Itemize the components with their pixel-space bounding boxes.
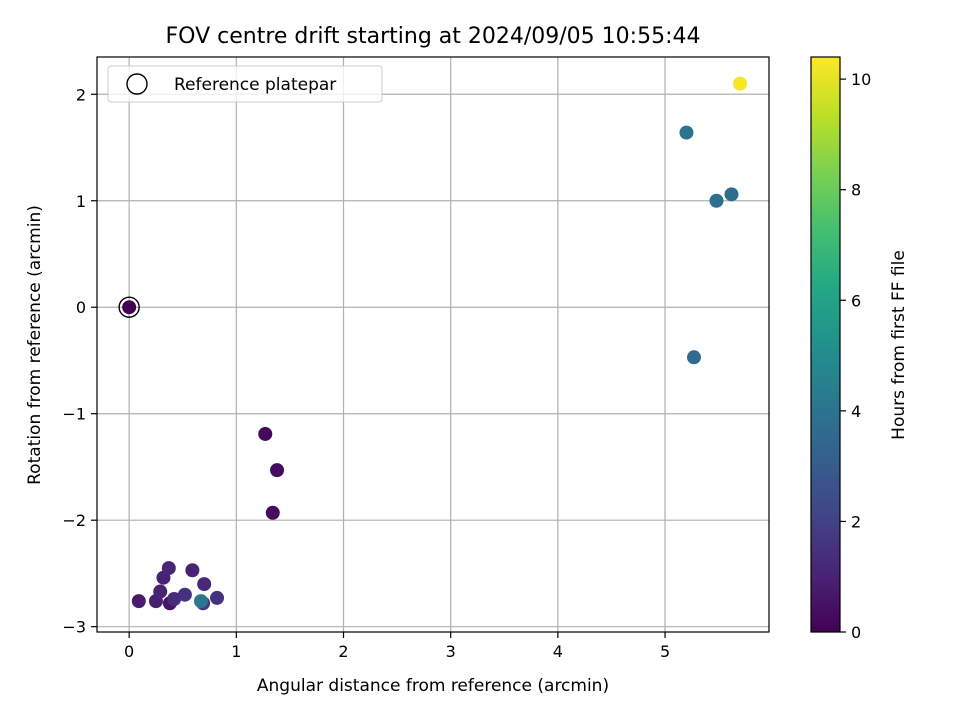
scatter-point	[177, 587, 192, 602]
colorbar-tick-label: 4	[851, 402, 861, 421]
x-tick-label: 3	[446, 642, 456, 661]
colorbar-tick-label: 10	[851, 70, 871, 89]
colorbar-ticks: 0 2 4 6 8 10	[840, 70, 871, 642]
colorbar-tick-label: 2	[851, 512, 861, 531]
scatter-point	[161, 561, 176, 576]
legend: Reference platepar	[107, 65, 383, 103]
reference-marker-group	[118, 296, 140, 318]
x-tick-label: 1	[231, 642, 241, 661]
scatter-point	[686, 350, 701, 365]
y-axis-ticks: −3 −2 −1 0 1 2	[62, 85, 97, 637]
grid	[97, 57, 769, 632]
scatter-point	[210, 590, 225, 605]
colorbar-tick-label: 6	[851, 291, 861, 310]
scatter-point	[185, 563, 200, 578]
x-tick-label: 4	[553, 642, 563, 661]
x-tick-label: 0	[124, 642, 134, 661]
y-tick-label: 0	[76, 298, 86, 317]
x-axis-ticks: 0 1 2 3 4 5	[124, 632, 670, 661]
scatter-point	[122, 300, 137, 315]
y-tick-label: −2	[62, 511, 86, 530]
y-tick-label: −1	[62, 405, 86, 424]
colorbar-label: Hours from first FF file	[889, 250, 909, 440]
scatter-point	[265, 505, 280, 520]
scatter-point	[258, 426, 273, 441]
reference-platepar-marker	[118, 296, 140, 318]
colorbar-frame	[810, 56, 841, 633]
y-tick-label: 1	[76, 192, 86, 211]
colorbar-gradient	[811, 57, 840, 632]
legend-open-circle-icon	[126, 73, 148, 95]
scatter-point	[153, 584, 168, 599]
scatter-point	[270, 463, 285, 478]
x-axis-label: Angular distance from reference (arcmin)	[257, 676, 609, 696]
y-axis-label: Rotation from reference (arcmin)	[25, 205, 45, 485]
scatter-point	[193, 594, 208, 609]
chart-title: FOV centre drift starting at 2024/09/05 …	[166, 24, 701, 49]
legend-box	[107, 65, 383, 103]
scatter-point	[724, 187, 739, 202]
colorbar-tick-label: 8	[851, 181, 861, 200]
x-tick-label: 2	[338, 642, 348, 661]
colorbar-tick-label: 0	[851, 623, 861, 642]
colorbar: 0 2 4 6 8 10 Hours from first FF file	[810, 56, 909, 642]
scatter-point	[131, 594, 146, 609]
scatter-point	[733, 76, 748, 91]
x-tick-label: 5	[660, 642, 670, 661]
scatter-point	[197, 577, 212, 592]
plot-area: 0 1 2 3 4 5 −3 −2 −1 0 1 2	[62, 56, 770, 661]
scatter-point	[167, 591, 182, 606]
data-points	[122, 76, 748, 611]
legend-entry-label: Reference platepar	[174, 75, 336, 95]
scatter-point	[709, 193, 724, 208]
plot-frame	[96, 56, 770, 633]
y-tick-label: 2	[76, 85, 86, 104]
scatter-point	[679, 125, 694, 140]
y-tick-label: −3	[62, 618, 86, 637]
